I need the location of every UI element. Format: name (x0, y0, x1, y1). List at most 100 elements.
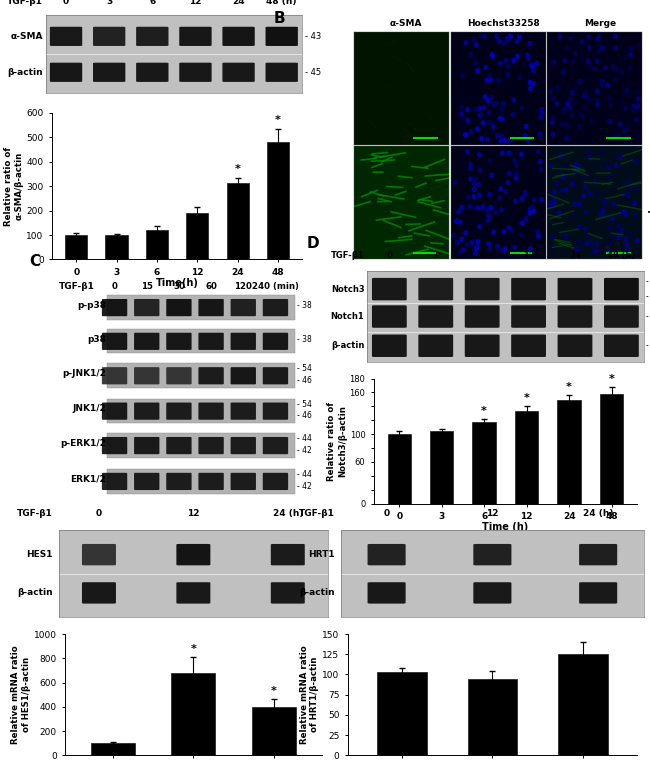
Circle shape (603, 250, 606, 253)
Circle shape (489, 205, 492, 210)
Circle shape (578, 224, 581, 229)
Circle shape (608, 119, 612, 124)
FancyBboxPatch shape (82, 582, 116, 604)
Text: *: * (270, 686, 276, 696)
Circle shape (636, 90, 640, 94)
Circle shape (496, 134, 499, 137)
Circle shape (588, 46, 591, 50)
Circle shape (574, 162, 577, 166)
Y-axis label: Relative mRNA ratio
of HRT1/β-actin: Relative mRNA ratio of HRT1/β-actin (300, 645, 319, 744)
Circle shape (625, 243, 629, 246)
Circle shape (500, 108, 504, 112)
Circle shape (556, 182, 559, 185)
Circle shape (562, 110, 565, 114)
Circle shape (569, 99, 573, 103)
Circle shape (549, 192, 553, 195)
Circle shape (514, 199, 517, 204)
FancyBboxPatch shape (558, 278, 592, 301)
FancyBboxPatch shape (604, 278, 639, 301)
Circle shape (460, 112, 463, 116)
FancyBboxPatch shape (473, 582, 512, 604)
Text: 3: 3 (106, 0, 112, 6)
Circle shape (609, 237, 612, 241)
Circle shape (573, 52, 577, 56)
Circle shape (604, 66, 607, 69)
FancyBboxPatch shape (134, 299, 159, 316)
Circle shape (482, 106, 486, 110)
Text: - 90: - 90 (646, 277, 650, 286)
Circle shape (625, 184, 629, 188)
Circle shape (530, 64, 534, 68)
Circle shape (627, 124, 630, 127)
Circle shape (457, 209, 460, 214)
Circle shape (537, 234, 540, 238)
Circle shape (501, 102, 505, 106)
Text: 3: 3 (433, 251, 439, 260)
Text: - 46: - 46 (298, 376, 312, 385)
Circle shape (512, 59, 515, 63)
FancyBboxPatch shape (372, 278, 407, 301)
Circle shape (469, 204, 473, 208)
Circle shape (459, 250, 462, 255)
Circle shape (467, 204, 471, 209)
Circle shape (607, 241, 610, 246)
Circle shape (552, 190, 556, 194)
Circle shape (617, 233, 620, 237)
Circle shape (595, 98, 599, 102)
Circle shape (466, 108, 469, 111)
FancyBboxPatch shape (372, 305, 407, 328)
Circle shape (464, 230, 467, 235)
FancyBboxPatch shape (198, 367, 224, 385)
FancyBboxPatch shape (263, 473, 288, 490)
FancyBboxPatch shape (473, 544, 512, 565)
Circle shape (606, 83, 609, 87)
Text: β-actin: β-actin (18, 588, 53, 597)
Circle shape (595, 192, 599, 196)
Text: *: * (190, 644, 196, 654)
Circle shape (586, 234, 590, 238)
Circle shape (580, 40, 584, 43)
Circle shape (571, 60, 575, 63)
FancyBboxPatch shape (367, 544, 406, 565)
Circle shape (478, 224, 482, 229)
Circle shape (474, 251, 477, 256)
FancyBboxPatch shape (367, 582, 406, 604)
Circle shape (603, 202, 606, 206)
FancyBboxPatch shape (166, 299, 192, 316)
Circle shape (532, 67, 535, 71)
Bar (172, 673, 215, 755)
Circle shape (540, 198, 543, 201)
Circle shape (584, 210, 588, 214)
Circle shape (519, 153, 523, 156)
FancyBboxPatch shape (511, 305, 546, 328)
Circle shape (500, 151, 504, 156)
Circle shape (617, 236, 621, 240)
Circle shape (552, 60, 555, 64)
Circle shape (523, 134, 526, 137)
Text: 0: 0 (96, 509, 102, 518)
Circle shape (506, 39, 509, 43)
Circle shape (495, 244, 499, 248)
FancyBboxPatch shape (198, 403, 224, 420)
Circle shape (629, 66, 632, 69)
Circle shape (599, 45, 603, 50)
Circle shape (525, 217, 528, 221)
Circle shape (452, 233, 455, 237)
Bar (107, 469, 295, 494)
Text: Control: Control (647, 69, 650, 106)
Circle shape (634, 118, 638, 121)
Circle shape (561, 175, 564, 180)
Circle shape (601, 46, 604, 50)
Circle shape (575, 250, 578, 254)
FancyBboxPatch shape (511, 334, 546, 357)
Circle shape (540, 108, 543, 111)
Circle shape (454, 219, 458, 224)
Bar (473, 422, 496, 504)
Circle shape (485, 208, 489, 212)
Text: Hoechst33258: Hoechst33258 (467, 19, 540, 28)
Circle shape (518, 76, 521, 79)
Circle shape (486, 218, 490, 223)
Text: - 44: - 44 (298, 434, 312, 443)
Circle shape (497, 79, 500, 83)
Circle shape (499, 61, 502, 66)
